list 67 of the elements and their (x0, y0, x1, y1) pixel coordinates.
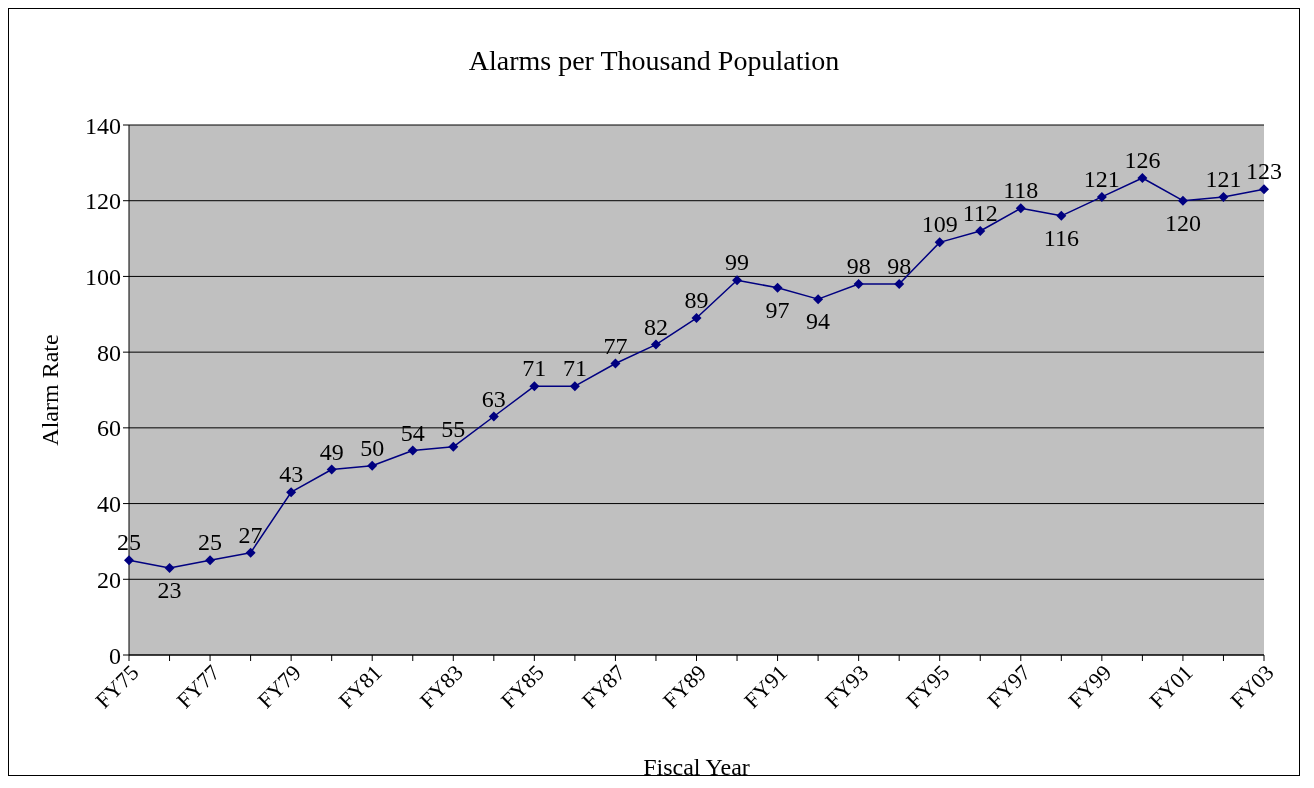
y-axis-title: Alarm Rate (36, 334, 63, 446)
point (529, 381, 540, 392)
x-axis-title: Fiscal Year (643, 754, 750, 780)
point (732, 275, 743, 286)
point (1177, 195, 1188, 206)
chart-title: Alarms per Thousand Population (467, 44, 841, 78)
point (164, 562, 175, 573)
y-tick-label: 80 (97, 339, 121, 366)
data-label: 71 (562, 355, 587, 382)
point (205, 555, 216, 566)
data-label: 63 (481, 385, 506, 412)
data-label: 25 (117, 529, 141, 556)
point (488, 411, 499, 422)
point (610, 358, 621, 369)
data-label: 49 (319, 438, 344, 465)
data-label: 98 (887, 253, 912, 279)
point (1137, 173, 1148, 183)
point (934, 237, 945, 248)
data-label: 118 (1003, 177, 1039, 204)
data-label: 89 (684, 287, 709, 314)
point (1015, 203, 1026, 214)
point (1259, 184, 1269, 195)
data-label: 23 (157, 576, 182, 603)
data-label: 116 (1043, 224, 1079, 251)
point (286, 487, 297, 498)
data-label: 109 (921, 211, 958, 238)
point (975, 226, 986, 236)
point (1056, 210, 1067, 221)
point (326, 464, 337, 475)
data-label: 123 (1246, 158, 1282, 185)
data-label: 98 (846, 253, 871, 279)
data-label: 120 (1164, 209, 1201, 236)
point (407, 445, 418, 456)
point (367, 460, 378, 471)
point (569, 381, 580, 392)
data-label: 25 (198, 529, 223, 556)
data-label: 43 (279, 461, 304, 488)
y-tick-label: 20 (97, 566, 121, 593)
y-tick-label: 0 (109, 642, 121, 669)
data-label: 71 (522, 355, 547, 382)
point (448, 441, 459, 452)
point (124, 555, 134, 566)
y-tick-label: 100 (85, 263, 121, 290)
y-tick-label: 60 (97, 415, 121, 442)
y-tick-label: 120 (85, 188, 121, 215)
point (1096, 191, 1107, 202)
point (691, 313, 702, 324)
data-label: 94 (806, 308, 831, 335)
data-label: 82 (643, 313, 668, 340)
data-label: 27 (238, 521, 263, 548)
y-tick-label: 40 (97, 491, 121, 518)
data-label: 121 (1083, 165, 1120, 192)
point (813, 294, 824, 305)
data-label: 77 (603, 332, 628, 359)
data-label: 121 (1205, 165, 1242, 192)
data-label: 50 (360, 434, 385, 461)
data-label: 126 (1124, 147, 1161, 173)
point (650, 339, 661, 350)
point (894, 279, 905, 289)
data-label: 97 (765, 296, 790, 323)
data-label: 112 (962, 200, 998, 226)
data-label: 99 (725, 249, 750, 276)
point (772, 282, 783, 293)
point (853, 279, 864, 289)
point (245, 547, 256, 558)
y-tick-label: 140 (85, 112, 121, 139)
point (1218, 191, 1229, 202)
